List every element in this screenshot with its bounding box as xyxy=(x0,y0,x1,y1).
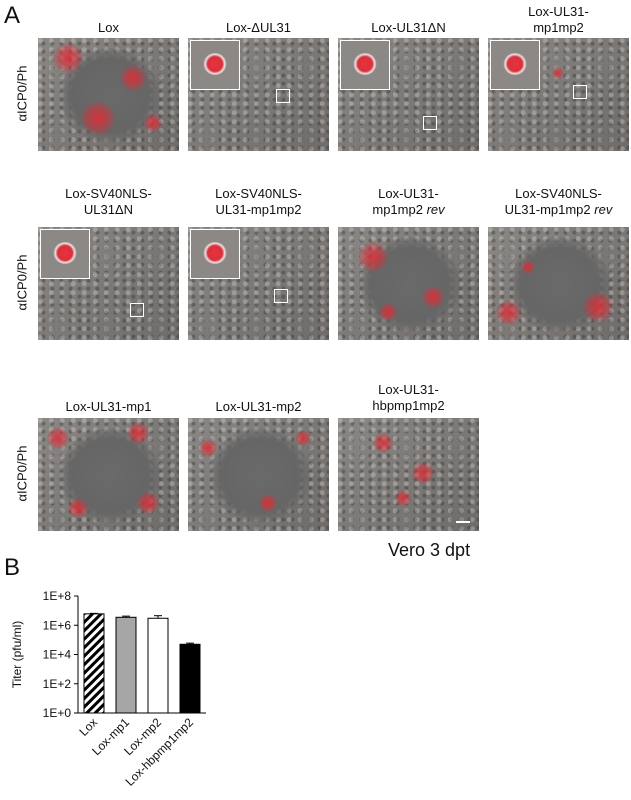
image-label: Lox-ΔUL31 xyxy=(225,20,292,35)
x-tick-label: Lox-mp1 xyxy=(89,715,132,758)
y-tick-label: 1E+4 xyxy=(43,648,72,662)
image-label: Lox-UL31-mp1 xyxy=(65,399,152,414)
zoom-inset xyxy=(40,229,90,279)
y-tick-label: 1E+8 xyxy=(43,589,72,603)
panel-b-letter: B xyxy=(4,554,21,581)
micrograph-image xyxy=(488,227,629,340)
image-label: Lox-UL31ΔN xyxy=(371,20,446,35)
roi-box xyxy=(130,303,144,317)
zoom-inset xyxy=(190,40,240,90)
image-label: Lox-UL31- mp1mp2 rev xyxy=(372,186,445,217)
roi-box xyxy=(276,89,290,103)
micrograph-image xyxy=(188,38,329,151)
micrograph-image xyxy=(338,418,479,531)
panel-a-footer: Vero 3 dpt xyxy=(388,540,471,560)
image-label: Lox-SV40NLS- UL31ΔN xyxy=(65,186,152,217)
zoom-inset xyxy=(340,40,390,90)
zoom-inset xyxy=(490,40,540,90)
panel-a-letter: A xyxy=(4,2,21,29)
bar-lox-hbpmp1mp2 xyxy=(179,643,201,714)
bar-lox-mp2 xyxy=(147,617,169,714)
roi-box xyxy=(573,85,587,99)
bar-lox-mp1 xyxy=(115,616,137,714)
micrograph-image xyxy=(38,38,179,151)
y-tick-label: 1E+0 xyxy=(43,706,72,720)
row-label: αICP0/Ph xyxy=(14,254,30,311)
image-label: Lox-SV40NLS- UL31-mp1mp2 rev xyxy=(504,186,613,217)
roi-box xyxy=(423,116,437,130)
image-label: Lox-SV40NLS- UL31-mp1mp2 xyxy=(215,186,302,217)
micrograph-image xyxy=(488,38,629,151)
zoom-inset xyxy=(190,229,240,279)
x-tick-label: Lox-hbpmp1mp2 xyxy=(123,715,197,789)
micrograph-image xyxy=(338,38,479,151)
bar-lox xyxy=(83,613,105,714)
micrograph-image xyxy=(38,227,179,340)
y-tick-label: 1E+6 xyxy=(43,618,72,632)
row-label: αICP0/Ph xyxy=(14,445,30,502)
image-label: Lox-UL31-mp2 xyxy=(215,399,302,414)
micrograph-image xyxy=(188,227,329,340)
micrograph-image xyxy=(38,418,179,531)
roi-box xyxy=(274,289,288,303)
micrograph-image xyxy=(338,227,479,340)
y-axis-label: Titer (pfu/ml) xyxy=(10,621,24,689)
x-tick-label: Lox xyxy=(77,715,101,739)
y-tick-label: 1E+2 xyxy=(43,677,72,691)
image-label: Lox-UL31- hbpmp1mp2 xyxy=(372,382,445,413)
image-label: Lox xyxy=(98,20,119,35)
row-label: αICP0/Ph xyxy=(14,65,30,122)
micrograph-image xyxy=(188,418,329,531)
image-label: Lox-UL31- mp1mp2 xyxy=(528,4,589,35)
scale-bar xyxy=(456,521,470,523)
x-tick-label: Lox-mp2 xyxy=(121,715,164,758)
